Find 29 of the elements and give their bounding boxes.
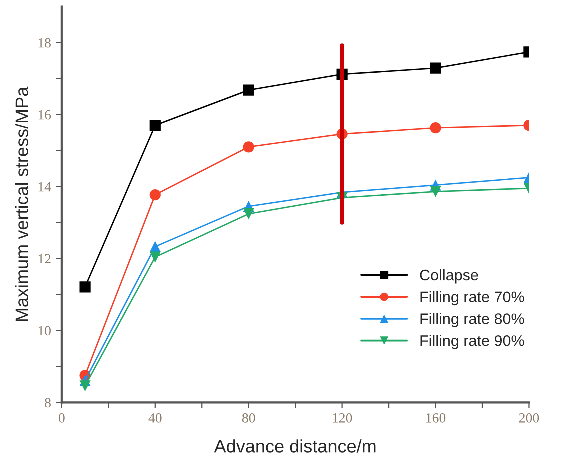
legend-label: Filling rate 70% (420, 291, 524, 306)
x-tick-label: 120 (333, 413, 352, 423)
y-axis-title: Maximum vertical stress/MPa (15, 86, 28, 322)
y-tick-label: 10 (38, 326, 51, 336)
point (150, 189, 161, 201)
point (430, 62, 442, 74)
point (243, 84, 254, 96)
point (150, 252, 161, 263)
y-tick-label: 14 (38, 182, 52, 192)
point (80, 282, 91, 293)
y-tick-label: 16 (38, 110, 52, 120)
x-axis-title: Advance distance/m (214, 440, 376, 453)
x-tick-label: 0 (58, 413, 65, 423)
point (430, 186, 442, 198)
x-tick-label: 160 (426, 413, 446, 423)
y-tick-label: 18 (38, 38, 51, 48)
point (80, 380, 91, 392)
y-tick-label: 8 (45, 398, 51, 408)
point (243, 142, 254, 153)
legend-label: Filling rate 80% (420, 313, 524, 328)
point (430, 122, 442, 134)
point (243, 208, 254, 220)
x-tick-label: 40 (148, 413, 162, 423)
y-tick-label: 12 (38, 254, 51, 264)
x-tick-label: 80 (242, 413, 256, 423)
legend-label: Filling rate 90% (420, 335, 524, 350)
legend-label: Collapse (420, 269, 478, 284)
x-tick-label: 200 (519, 413, 540, 423)
point (150, 120, 161, 132)
